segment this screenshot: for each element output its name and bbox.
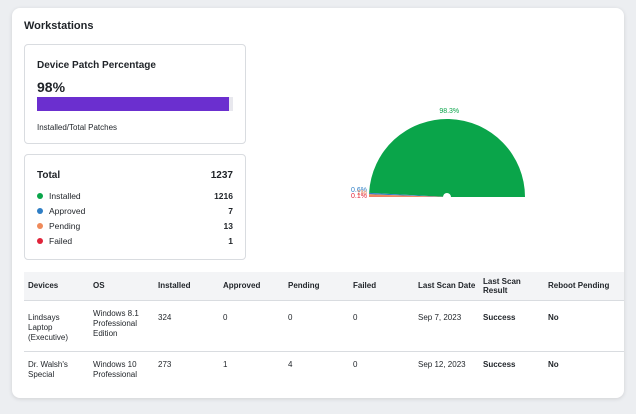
installed-cell: 273 bbox=[154, 350, 219, 398]
failed-dot-icon bbox=[37, 238, 43, 244]
approved-dot-icon bbox=[37, 208, 43, 214]
os-cell: Windows 8.1 Professional Edition bbox=[89, 299, 154, 351]
legend-value: 13 bbox=[223, 221, 233, 231]
reboot-pending-cell: No bbox=[544, 299, 624, 351]
devices-table: Devices OS Installed Approved Pending Fa… bbox=[24, 272, 624, 398]
table-row[interactable]: Lindsays Laptop (Executive) Windows 8.1 … bbox=[24, 299, 624, 351]
failed-cell: 0 bbox=[349, 299, 414, 351]
legend-label: Failed bbox=[49, 236, 73, 246]
patch-progress-bar bbox=[37, 97, 233, 111]
legend-item-failed: Failed 1 bbox=[37, 236, 233, 246]
slice-label: 98.3% bbox=[439, 108, 459, 115]
patch-status-chart: 98.3% 0.6% 1% 0.1% bbox=[312, 88, 572, 208]
legend-item-approved: Approved 7 bbox=[37, 206, 233, 216]
failed-cell: 0 bbox=[349, 350, 414, 398]
half-donut-chart: 98.3% 0.6%1%0.1% bbox=[351, 108, 525, 200]
legend-label: Approved bbox=[49, 206, 86, 216]
installed-cell: 324 bbox=[154, 299, 219, 351]
legend-label: Installed bbox=[49, 191, 81, 201]
legend-item-installed: Installed 1216 bbox=[37, 191, 233, 201]
slice-label: 0.6% bbox=[351, 187, 367, 194]
legend-item-pending: Pending 13 bbox=[37, 221, 233, 231]
col-pending[interactable]: Pending bbox=[288, 281, 320, 291]
workstations-card: Workstations Device Patch Percentage 98%… bbox=[12, 8, 624, 398]
slice-label: 1% bbox=[357, 190, 367, 197]
patch-subtitle: Installed/Total Patches bbox=[37, 123, 118, 132]
totals-header: Total 1237 bbox=[37, 170, 233, 181]
slice-label: 0.1% bbox=[351, 193, 367, 200]
col-approved[interactable]: Approved bbox=[223, 281, 261, 291]
device-cell[interactable]: Dr. Walsh's Special bbox=[24, 350, 89, 398]
col-os[interactable]: OS bbox=[93, 281, 105, 291]
patch-percentage-card: Device Patch Percentage 98% Installed/To… bbox=[24, 44, 246, 144]
table-row[interactable]: Dr. Walsh's Special Windows 10 Professio… bbox=[24, 350, 624, 398]
total-label: Total bbox=[37, 170, 61, 181]
col-last-scan-result[interactable]: Last Scan Result bbox=[483, 276, 521, 295]
legend-value: 1216 bbox=[214, 191, 233, 201]
approved-cell: 0 bbox=[219, 299, 284, 351]
pending-cell: 4 bbox=[284, 350, 349, 398]
last-scan-date-cell: Sep 12, 2023 bbox=[414, 350, 479, 398]
patch-progress-fill bbox=[37, 97, 230, 111]
os-cell: Windows 10 Professional bbox=[89, 350, 154, 398]
col-failed[interactable]: Failed bbox=[353, 281, 377, 291]
last-scan-result-cell: Success bbox=[479, 299, 544, 351]
patch-percent: 98% bbox=[37, 79, 66, 95]
patch-header: Device Patch Percentage bbox=[37, 60, 156, 71]
pending-dot-icon bbox=[37, 223, 43, 229]
section-title: Workstations bbox=[24, 20, 94, 32]
legend-value: 7 bbox=[228, 206, 233, 216]
total-value: 1237 bbox=[210, 170, 233, 181]
col-last-scan-date[interactable]: Last Scan Date bbox=[418, 281, 476, 291]
pie-slice[interactable] bbox=[369, 194, 444, 197]
pending-cell: 0 bbox=[284, 299, 349, 351]
pie-slice[interactable] bbox=[369, 192, 444, 197]
table-header-row: Devices OS Installed Approved Pending Fa… bbox=[24, 272, 624, 300]
totals-card: Total 1237 Installed 1216 Approved 7 Pen… bbox=[24, 154, 246, 260]
reboot-pending-cell: No bbox=[544, 350, 624, 398]
last-scan-result-cell: Success bbox=[479, 350, 544, 398]
col-installed[interactable]: Installed bbox=[158, 281, 191, 291]
pie-slice[interactable] bbox=[369, 119, 525, 197]
legend-label: Pending bbox=[49, 221, 81, 231]
device-cell[interactable]: Lindsays Laptop (Executive) bbox=[24, 299, 89, 351]
col-devices[interactable]: Devices bbox=[28, 281, 59, 291]
installed-dot-icon bbox=[37, 193, 43, 199]
col-reboot-pending[interactable]: Reboot Pending bbox=[548, 281, 610, 291]
last-scan-date-cell: Sep 7, 2023 bbox=[414, 299, 479, 351]
approved-cell: 1 bbox=[219, 350, 284, 398]
legend-value: 1 bbox=[228, 236, 233, 246]
